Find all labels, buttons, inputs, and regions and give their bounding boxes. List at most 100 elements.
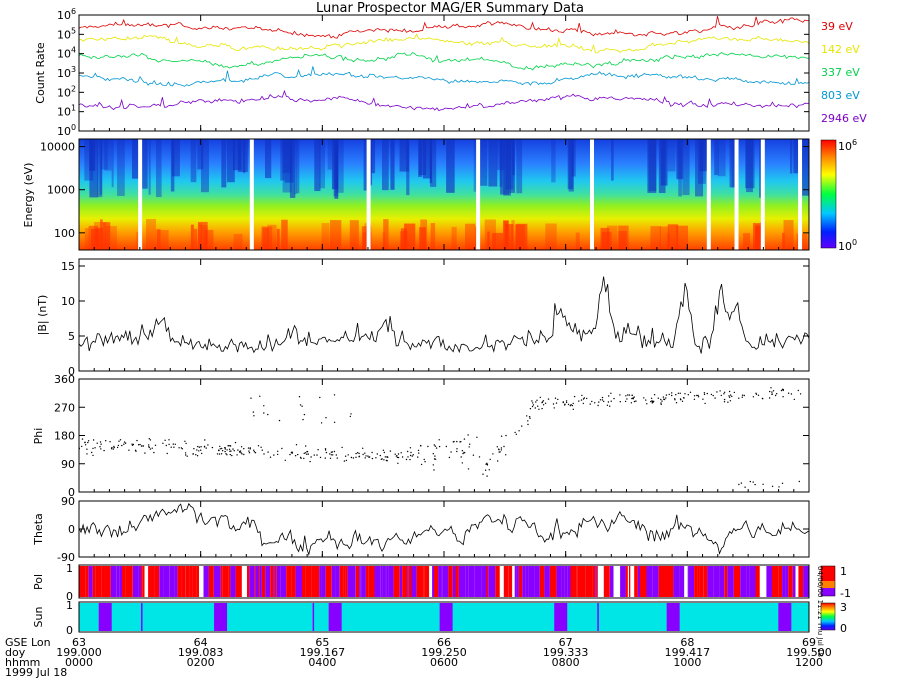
phi-point bbox=[703, 393, 706, 396]
spectrogram-streak bbox=[667, 139, 676, 172]
phi-point bbox=[226, 454, 228, 456]
polarity-bar bbox=[429, 566, 433, 597]
count-rate-ylabel: Count Rate bbox=[34, 42, 47, 104]
phi-point bbox=[599, 399, 602, 401]
polarity-bar bbox=[302, 566, 306, 597]
phi-point bbox=[218, 453, 221, 455]
phi-point bbox=[741, 396, 743, 398]
spectrogram-hot-streak bbox=[676, 225, 689, 250]
phi-point bbox=[81, 445, 83, 448]
spectrogram-hot-streak bbox=[782, 232, 785, 250]
polarity-bar bbox=[273, 566, 275, 597]
polarity-bar bbox=[488, 566, 496, 597]
polarity-bar bbox=[423, 566, 425, 597]
phi-point bbox=[572, 402, 574, 405]
b-magnitude-ytick-label: 5 bbox=[68, 330, 75, 343]
spectrogram-streak bbox=[801, 139, 809, 196]
spectrogram-hot-streak bbox=[276, 228, 280, 250]
spectrogram-streak bbox=[156, 139, 162, 198]
phi-point bbox=[412, 454, 414, 456]
polarity-bar bbox=[247, 566, 250, 597]
phi-point bbox=[565, 401, 568, 404]
phi-point bbox=[396, 456, 399, 459]
polarity-bar bbox=[782, 566, 786, 597]
phi-point bbox=[562, 401, 564, 404]
phi-point bbox=[92, 439, 95, 441]
polarity-bar bbox=[592, 566, 596, 597]
spectrogram-streak bbox=[104, 139, 112, 171]
phi-point bbox=[498, 449, 500, 451]
polarity-bar bbox=[508, 566, 513, 597]
spectrogram-streak bbox=[296, 139, 300, 194]
spectrogram-streak bbox=[294, 139, 297, 195]
polarity-bar bbox=[727, 566, 734, 597]
spectrogram-hot-streak bbox=[102, 222, 111, 250]
phi-point bbox=[131, 444, 134, 446]
polarity-bar bbox=[465, 566, 469, 597]
spectrogram-streak bbox=[647, 139, 657, 193]
spectrogram-streak bbox=[793, 139, 802, 174]
polarity-bar bbox=[416, 566, 424, 597]
spectrogram-hot-streak bbox=[419, 227, 426, 250]
phi-point bbox=[677, 392, 680, 394]
phi-point bbox=[448, 456, 451, 459]
phi-point bbox=[554, 397, 557, 399]
phi-point bbox=[109, 441, 111, 443]
spectrogram-streak bbox=[264, 139, 272, 179]
phi-point bbox=[772, 390, 775, 392]
phi-point bbox=[219, 445, 221, 448]
polarity-bar bbox=[441, 566, 443, 597]
phi-point bbox=[243, 453, 245, 456]
phi-point bbox=[729, 400, 732, 402]
phi-point bbox=[555, 402, 558, 404]
spectrogram-streak bbox=[89, 139, 96, 171]
phi-point bbox=[749, 480, 751, 483]
polarity-ytick-label: 0 bbox=[66, 590, 73, 603]
polarity-bar bbox=[763, 566, 767, 597]
phi-point bbox=[532, 402, 534, 404]
phi-point bbox=[355, 456, 357, 458]
polarity-bar bbox=[577, 566, 580, 597]
phi-point bbox=[289, 453, 291, 456]
polarity-bar bbox=[169, 566, 175, 597]
polarity-bar bbox=[629, 566, 631, 597]
x-tick-hhmm: 0600 bbox=[430, 656, 458, 669]
phi-point bbox=[420, 445, 422, 447]
phi-point bbox=[697, 396, 700, 398]
polarity-bar bbox=[740, 566, 747, 597]
polarity-bar bbox=[163, 566, 170, 597]
phi-point bbox=[424, 461, 426, 463]
polarity-bar bbox=[772, 566, 779, 597]
count-rate-ytick-label: 101 bbox=[57, 104, 76, 119]
polarity-bar bbox=[386, 566, 389, 597]
phi-point bbox=[227, 445, 229, 447]
polarity-bar bbox=[407, 566, 409, 597]
polarity-bar bbox=[564, 566, 568, 597]
polarity-bar bbox=[798, 566, 804, 597]
phi-point bbox=[263, 405, 265, 407]
phi-point bbox=[84, 444, 87, 446]
phi-point bbox=[693, 395, 696, 397]
polarity-bar bbox=[399, 566, 402, 597]
polarity-bar bbox=[663, 566, 669, 597]
theta-ylabel: Theta bbox=[32, 513, 45, 546]
polarity-bar bbox=[658, 566, 664, 597]
spectrogram-hot-streak bbox=[262, 227, 269, 250]
sun-shadow-spike bbox=[312, 603, 315, 631]
phi-point bbox=[335, 454, 337, 456]
phi-point bbox=[226, 449, 228, 451]
spectrogram-streak bbox=[488, 139, 498, 187]
polarity-bar bbox=[174, 566, 178, 597]
phi-point bbox=[410, 451, 412, 454]
spectrogram-streak bbox=[131, 139, 139, 179]
phi-point bbox=[303, 452, 305, 455]
phi-point bbox=[653, 400, 655, 402]
phi-point bbox=[396, 455, 398, 457]
spectrogram-hot-streak bbox=[505, 224, 514, 250]
phi-point bbox=[613, 397, 615, 400]
spectrogram-streak bbox=[382, 139, 389, 191]
spectrogram-streak bbox=[334, 139, 339, 199]
spectrogram-streak bbox=[171, 139, 180, 177]
polarity-bar bbox=[185, 566, 190, 597]
polarity-bar bbox=[499, 566, 504, 597]
